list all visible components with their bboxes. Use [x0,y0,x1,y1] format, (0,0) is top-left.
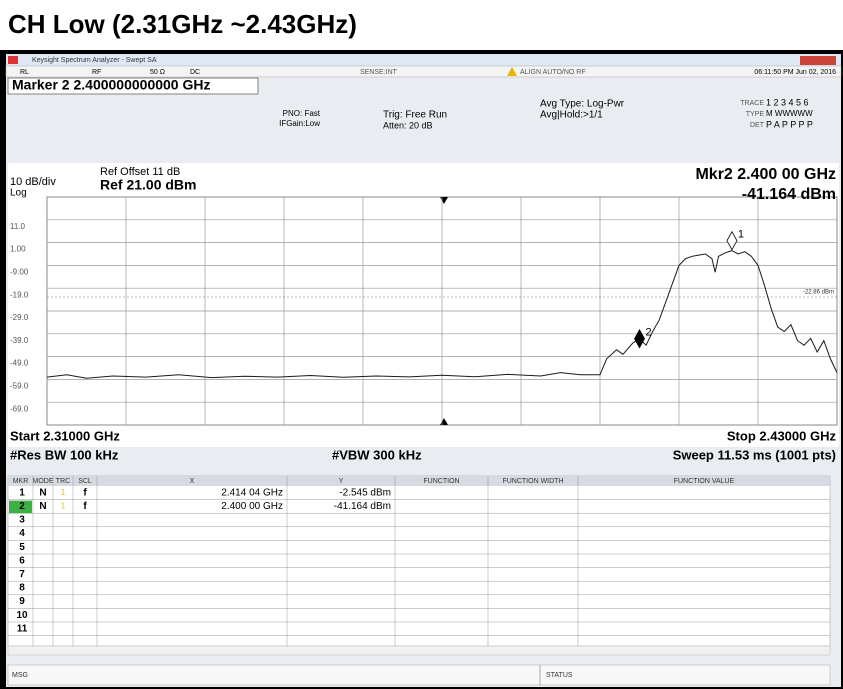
trace-label: TRACE [740,100,764,107]
marker-number: 1 [738,229,744,241]
mkr: 2 [19,501,25,512]
impedance: 50 Ω [150,69,165,76]
avg-hold: Avg|Hold:>1/1 [540,110,603,121]
mkr: 8 [19,583,25,594]
vbw: #VBW 300 kHz [332,447,422,462]
close-button[interactable] [800,56,836,65]
marker-number: 2 [646,327,652,339]
y-tick-label: -69.0 [10,404,29,413]
y-tick-label: -9.00 [10,268,29,277]
trc: 1 [61,502,66,511]
scrollbar[interactable] [7,645,831,656]
start: Start 2.31000 GHz [10,428,120,443]
scale-type: Log [10,188,27,199]
type-values: M WWWWW [766,109,813,118]
atten: Atten: 20 dB [383,120,433,130]
selected-cell[interactable] [9,500,32,514]
y-tick-label: -49.0 [10,359,29,368]
marker-diamond [726,230,738,251]
warning-icon [507,67,517,76]
pno: PNO: Fast [283,109,321,118]
marker-diamond [634,328,645,349]
det-label: DET [750,122,765,129]
column-header: SCL [78,478,92,485]
ref-offset: Ref Offset 11 dB [100,166,180,178]
column-header: TRC [56,478,70,485]
mkr: 4 [19,528,25,539]
marker-setting: Marker 2 2.400000000000 GHz [12,77,210,93]
trace-values: 1 2 3 4 5 6 [766,97,809,107]
mkr: 9 [19,596,25,607]
ifgain: IFGain:Low [279,119,320,128]
y-tick-label: 11.0 [10,222,26,231]
app-icon [8,56,18,64]
rf: RF [92,69,101,76]
type-label: TYPE [746,111,765,118]
marker-readout-y: -41.164 dBm [742,186,836,203]
app-title: Keysight Spectrum Analyzer - Swept SA [32,57,157,64]
marker-x: 2.414 04 GHz [221,487,283,498]
column-header: MKR [13,478,29,485]
marker-table [7,475,831,647]
column-header: MODE [33,478,54,485]
marker-field[interactable] [7,77,259,95]
det-values: P A P P P P [766,119,813,129]
y-tick-label: -39.0 [10,336,29,345]
trace [46,250,838,379]
y-tick-label: -19.0 [10,290,29,299]
status-bar [7,664,831,686]
status: STATUS [546,672,573,679]
toolbar [5,65,842,78]
trc: 1 [61,488,66,497]
scl: f [83,487,87,498]
table-header [8,476,830,486]
y-tick-label: -59.0 [10,382,29,391]
mkr: 10 [16,610,28,621]
scale: 10 dB/div [10,176,56,188]
rbw: #Res BW 100 kHz [10,447,119,462]
mode: N [39,501,46,512]
column-header: FUNCTION [423,478,459,485]
sweep: Sweep 11.53 ms (1001 pts) [673,447,836,462]
column-header: X [190,478,195,485]
coupling: DC [190,69,200,76]
datetime: 06:11:50 PM Jun 02, 2016 [754,69,836,76]
mkr: 3 [19,515,25,526]
align: ALIGN AUTO/NO RF [520,69,586,76]
column-header: FUNCTION WIDTH [502,478,563,485]
mkr: 7 [19,569,25,580]
display-line-label: -22.86 dBm [803,290,834,296]
title-bar [6,54,841,66]
sense: SENSE:INT [360,69,398,76]
marker-y: -2.545 dBm [339,487,391,498]
avg-type: Avg Type: Log-Pwr [540,99,625,110]
mode: N [39,487,46,498]
mkr: 6 [19,555,25,566]
scl: f [83,501,87,512]
mkr: 1 [19,487,25,498]
trig: Trig: Free Run [383,110,447,121]
column-header: FUNCTION VALUE [674,478,735,485]
rl: RL [20,69,29,76]
mkr: 11 [17,623,28,634]
mkr: 5 [19,542,25,553]
y-tick-label: -29.0 [10,313,29,322]
stop: Stop 2.43000 GHz [727,428,837,443]
marker-x: 2.400 00 GHz [221,501,283,512]
marker-readout-x: Mkr2 2.400 00 GHz [695,166,836,183]
column-header: Y [339,478,344,485]
msg: MSG [12,672,28,679]
marker-y: -41.164 dBm [334,501,391,512]
y-tick-label: 1.00 [10,245,26,254]
page-title: CH Low (2.31GHz ~2.43GHz) [8,9,357,39]
ref-level: Ref 21.00 dBm [100,177,196,193]
